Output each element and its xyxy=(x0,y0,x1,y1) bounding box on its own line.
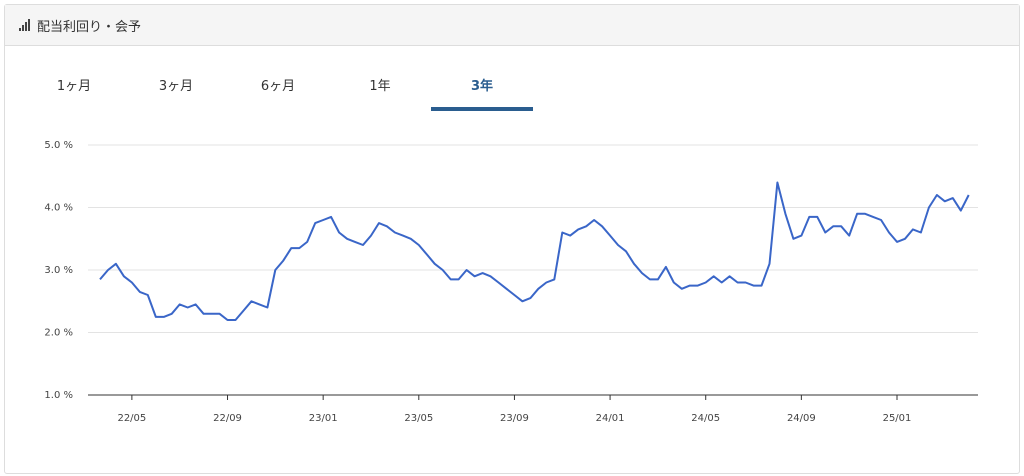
x-tick-label: 24/05 xyxy=(691,413,720,424)
tab[interactable]: 3年 xyxy=(431,75,533,111)
header: 配当利回り・会予 xyxy=(5,5,1019,46)
y-tick-label: 2.0 % xyxy=(44,328,73,339)
x-tick-label: 22/09 xyxy=(213,413,242,424)
widget: 配当利回り・会予 1ヶ月 3ヶ月 6ヶ月 1年 3年 xyxy=(4,4,1020,474)
x-tick-label: 24/01 xyxy=(596,413,625,424)
tab[interactable]: 6ヶ月 xyxy=(260,79,296,94)
header-title: 配当利回り・会予 xyxy=(37,19,142,35)
y-tick-label: 1.0 % xyxy=(44,390,73,401)
line-series xyxy=(99,181,970,321)
x-tick-label: 23/01 xyxy=(309,413,338,424)
tab[interactable]: 1ヶ月 xyxy=(56,79,92,94)
tab[interactable]: 3ヶ月 xyxy=(158,79,194,94)
x-tick-label: 23/09 xyxy=(500,413,529,424)
x-tick-label: 23/05 xyxy=(404,413,433,424)
y-tick-label: 3.0 % xyxy=(44,265,73,276)
bars-icon xyxy=(19,19,30,31)
y-tick-label: 4.0 % xyxy=(44,203,73,214)
x-tick-label: 24/09 xyxy=(787,413,816,424)
tab[interactable]: 1年 xyxy=(369,79,391,94)
tabs: 1ヶ月 3ヶ月 6ヶ月 1年 3年 xyxy=(5,75,605,115)
x-tick-label: 25/01 xyxy=(883,413,912,424)
x-tick-label: 22/05 xyxy=(117,413,146,424)
y-tick-label: 5.0 % xyxy=(44,140,73,151)
